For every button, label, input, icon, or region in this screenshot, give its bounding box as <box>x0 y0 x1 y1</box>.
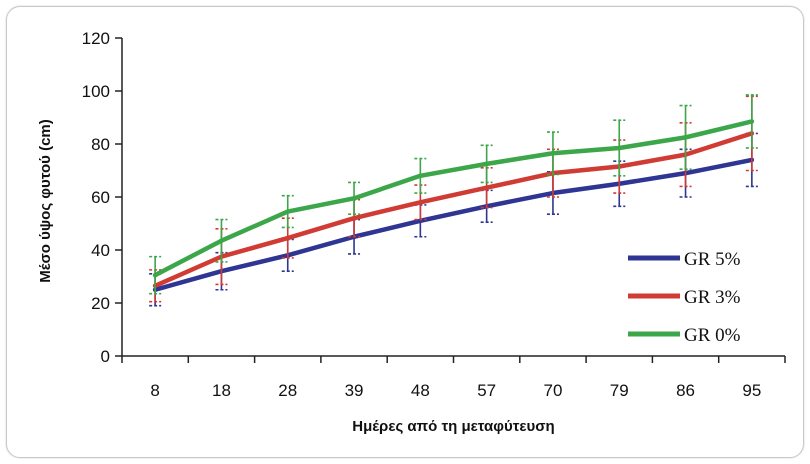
data-point <box>418 173 423 178</box>
legend-label: GR 3% <box>684 287 741 308</box>
data-point <box>683 135 688 140</box>
data-point <box>219 238 224 243</box>
x-tick-label: 28 <box>278 381 297 400</box>
series-layer <box>149 94 758 307</box>
data-point <box>351 196 357 201</box>
x-tick-label: 8 <box>150 381 159 400</box>
y-axis-ticks: 0 20 40 60 80 100 120 <box>82 29 122 366</box>
y-axis-title: Μέσο ύψος φυτού (cm) <box>37 119 54 282</box>
data-point <box>152 272 158 278</box>
series-line <box>152 119 755 278</box>
y-tick-label: 60 <box>91 188 110 207</box>
series-line <box>152 131 755 289</box>
data-point <box>484 185 489 190</box>
x-tick-label: 39 <box>345 381 364 400</box>
data-point <box>749 119 755 124</box>
y-tick-label: 120 <box>82 29 110 48</box>
data-point <box>285 209 290 214</box>
legend-label: GR 0% <box>684 325 741 346</box>
data-point <box>418 200 423 205</box>
y-tick-label: 80 <box>91 135 110 154</box>
y-tick-label: 20 <box>91 294 110 313</box>
x-tick-label: 95 <box>742 381 761 400</box>
data-point <box>617 145 622 151</box>
data-point <box>285 235 290 241</box>
series-gr-3- <box>149 95 758 303</box>
legend: GR 5% GR 3% GR 0% <box>628 249 741 346</box>
data-point <box>351 216 357 221</box>
x-axis-title: Ημέρες από τη μεταφύτευση <box>352 418 554 435</box>
series-gr-0- <box>149 94 758 295</box>
x-tick-label: 70 <box>543 381 562 400</box>
data-point <box>550 151 556 156</box>
x-tick-label: 18 <box>212 381 231 400</box>
x-tick-label: 57 <box>477 381 496 400</box>
x-axis-ticks: 8 18 28 39 48 57 70 79 86 95 <box>121 356 786 400</box>
chart-frame <box>6 6 804 458</box>
legend-label: GR 5% <box>684 249 741 270</box>
x-tick-label: 79 <box>610 381 629 400</box>
series-line <box>152 157 755 292</box>
y-tick-label: 40 <box>91 241 110 260</box>
data-point <box>484 161 489 167</box>
y-tick-label: 100 <box>82 82 110 101</box>
y-tick-label: 0 <box>101 347 110 366</box>
x-tick-label: 86 <box>676 381 695 400</box>
x-tick-label: 48 <box>411 381 430 400</box>
